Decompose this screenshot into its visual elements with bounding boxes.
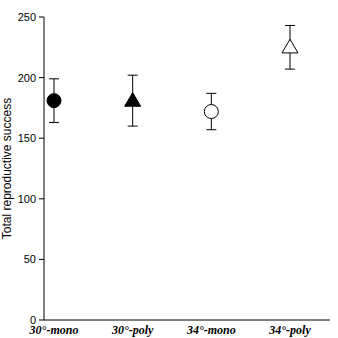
y-tick-label: 200 (18, 72, 36, 84)
x-tick-label: 30°-poly (111, 323, 154, 337)
y-tick (39, 198, 44, 199)
chart: 050100150200250Total reproductive succes… (0, 0, 338, 338)
y-tick (39, 17, 44, 18)
y-tick-label: 50 (24, 253, 36, 265)
y-tick (39, 320, 44, 321)
y-tick-label: 250 (18, 11, 36, 23)
data-point (282, 39, 298, 53)
chart-container: 050100150200250Total reproductive succes… (0, 0, 338, 338)
y-tick-label: 100 (18, 193, 36, 205)
y-axis-label: Total reproductive success (0, 98, 14, 239)
y-tick (39, 259, 44, 260)
data-point (125, 93, 141, 107)
plot-area (47, 25, 298, 129)
x-tick-label: 34°-poly (268, 323, 311, 337)
x-tick-label: 30°-mono (29, 323, 79, 337)
data-point (204, 105, 218, 119)
x-axis (44, 320, 330, 321)
y-tick (39, 77, 44, 78)
x-tick-label: 34°-mono (186, 323, 236, 337)
y-axis (44, 17, 45, 320)
y-tick (39, 138, 44, 139)
y-tick-label: 150 (18, 132, 36, 144)
data-point (47, 94, 61, 108)
